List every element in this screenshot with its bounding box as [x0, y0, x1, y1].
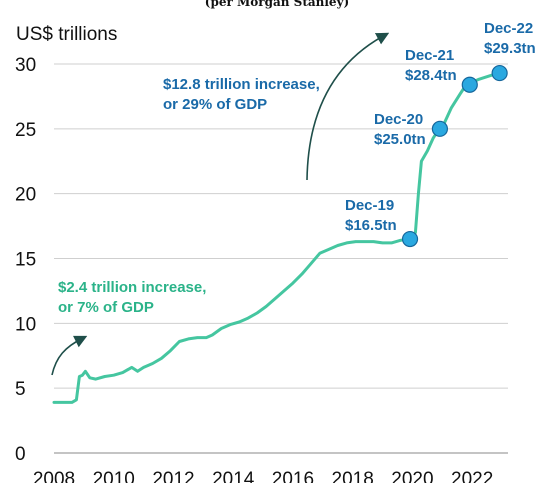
- point-label-dec-21-value: $28.4tn: [405, 67, 457, 84]
- y-tick-20: 20: [15, 185, 36, 206]
- annotation-2008: $2.4 trillion increase, or 7% of GDP: [58, 279, 206, 316]
- arrow-2008-increase: [51, 335, 88, 376]
- point-label-dec-20-date: Dec-20: [374, 111, 423, 128]
- marker-dec-19: [401, 230, 419, 248]
- y-tick-labels: 0 5 10 15 20 25 30: [15, 55, 36, 465]
- point-label-dec-20: Dec-20 $25.0tn: [374, 111, 426, 148]
- y-tick-0: 0: [15, 444, 26, 465]
- marker-dec-22: [491, 64, 508, 82]
- x-tick-2012: 2012: [152, 469, 194, 483]
- point-label-dec-22-date: Dec-22: [484, 20, 533, 37]
- annotation-2008-line1: $2.4 trillion increase,: [58, 279, 206, 296]
- point-label-dec-22: Dec-22 $29.3tn: [484, 20, 536, 57]
- x-tick-2016: 2016: [272, 469, 314, 483]
- point-label-dec-19: Dec-19 $16.5tn: [345, 197, 397, 234]
- annotation-2020-line2: or 29% of GDP: [163, 96, 267, 113]
- x-tick-2008: 2008: [33, 469, 75, 483]
- gridlines: [54, 63, 508, 454]
- y-tick-25: 25: [15, 120, 36, 141]
- annotation-2008-line2: or 7% of GDP: [58, 299, 154, 316]
- annotation-2020: $12.8 trillion increase, or 29% of GDP: [163, 76, 320, 113]
- x-tick-2018: 2018: [332, 469, 374, 483]
- y-axis-label: US$ trillions: [16, 24, 117, 45]
- y-tick-30: 30: [15, 55, 36, 76]
- point-label-dec-20-value: $25.0tn: [374, 131, 426, 148]
- point-label-dec-19-date: Dec-19: [345, 197, 394, 214]
- x-tick-2020: 2020: [391, 469, 433, 483]
- series-line-debt: [52, 71, 501, 404]
- top-caption: (per Morgan Stanley): [205, 0, 349, 9]
- y-tick-5: 5: [15, 379, 26, 400]
- point-label-dec-21: Dec-21 $28.4tn: [405, 47, 457, 84]
- highlight-markers: [401, 64, 508, 248]
- x-tick-2022: 2022: [451, 469, 493, 483]
- point-label-dec-19-value: $16.5tn: [345, 217, 397, 234]
- arrow-2020-increase: [306, 32, 390, 181]
- annotation-2020-line1: $12.8 trillion increase,: [163, 76, 320, 93]
- marker-dec-21: [461, 76, 478, 93]
- y-tick-10: 10: [15, 314, 36, 335]
- point-label-dec-22-value: $29.3tn: [484, 40, 536, 57]
- x-tick-2014: 2014: [212, 469, 255, 483]
- x-tick-2010: 2010: [93, 469, 135, 483]
- marker-dec-20: [431, 120, 448, 137]
- y-tick-15: 15: [15, 250, 36, 271]
- point-label-dec-21-date: Dec-21: [405, 47, 454, 64]
- x-tick-labels: 2008 2010 2012 2014 2016 2018 2020 2022: [33, 469, 493, 483]
